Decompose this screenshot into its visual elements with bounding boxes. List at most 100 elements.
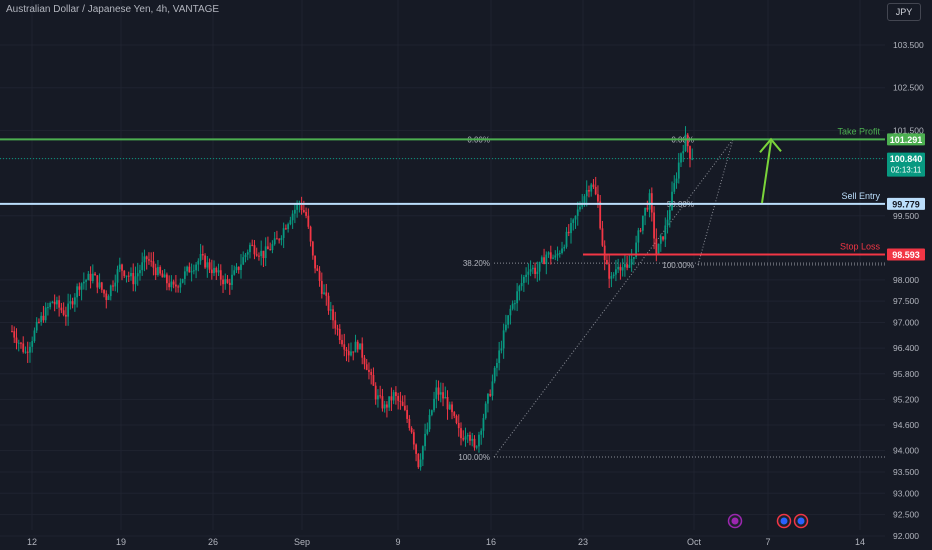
candle-body — [42, 315, 45, 321]
candle-body — [392, 392, 395, 401]
candle-body — [520, 282, 523, 287]
candle-body — [24, 351, 27, 353]
candle-body — [527, 271, 530, 275]
candle-body — [15, 337, 18, 344]
candle-body — [594, 186, 597, 195]
candle-body — [71, 301, 74, 305]
candle-body — [516, 291, 519, 304]
y-tick-label: 101.500 — [893, 125, 924, 135]
candle-body — [258, 255, 260, 257]
candle-body — [583, 196, 586, 204]
currency-button[interactable]: JPY — [887, 3, 921, 21]
candle-body — [35, 321, 38, 331]
candle-body — [264, 246, 267, 259]
candles — [11, 126, 694, 471]
candle-body — [121, 264, 123, 271]
candle-body — [433, 398, 435, 411]
candle-body — [327, 295, 330, 311]
candle-body — [659, 236, 662, 244]
candle-body — [363, 357, 366, 365]
candle-body — [662, 236, 664, 240]
candle-body — [255, 254, 258, 256]
candle-body — [370, 371, 373, 375]
y-tick-label: 93.500 — [893, 467, 919, 477]
candle-body — [163, 274, 166, 278]
candle-body — [199, 254, 202, 261]
x-tick-label: Sep — [294, 537, 310, 547]
candle-body — [291, 213, 294, 221]
candle-body — [451, 404, 453, 413]
candle-body — [673, 183, 676, 192]
candle-body — [44, 307, 47, 321]
candle-body — [460, 428, 462, 439]
candle-body — [267, 246, 269, 250]
x-tick-label: 14 — [855, 537, 865, 547]
take-profit-badge-text: 101.291 — [890, 135, 923, 145]
candle-body — [114, 282, 117, 287]
candle-body — [64, 314, 67, 317]
candle-body — [610, 276, 613, 279]
candle-body — [284, 228, 287, 230]
candle-body — [80, 283, 83, 290]
candle-body — [278, 239, 281, 241]
candle-body — [394, 392, 397, 396]
candle-body — [134, 276, 137, 285]
candle-body — [399, 400, 402, 402]
candle-body — [226, 279, 229, 283]
candle-body — [430, 410, 433, 415]
candle-body — [73, 297, 76, 305]
candle-body — [215, 267, 218, 273]
candle-body — [26, 351, 29, 353]
candle-body — [318, 270, 321, 281]
candle-body — [650, 193, 653, 213]
y-tick-label: 95.800 — [893, 369, 919, 379]
candle-body — [276, 238, 278, 240]
candle-body — [565, 231, 568, 247]
candle-body — [103, 289, 105, 294]
candle-body — [170, 281, 173, 288]
candle-body — [637, 230, 640, 243]
candle-body — [491, 381, 494, 396]
candle-body — [219, 270, 222, 280]
candle-body — [309, 226, 312, 242]
candle-body — [641, 215, 644, 231]
candle-body — [462, 438, 465, 440]
event-markers[interactable] — [727, 513, 809, 529]
candle-body — [141, 262, 144, 271]
candle-body — [251, 244, 254, 246]
candle-body — [181, 278, 184, 283]
candle-body — [76, 286, 79, 298]
sell-entry-label: Sell Entry — [841, 191, 880, 201]
candle-body — [644, 207, 646, 216]
candle-body — [332, 309, 334, 321]
candle-body — [289, 220, 292, 225]
candle-body — [498, 350, 501, 363]
candle-body — [244, 254, 247, 258]
y-tick-label: 97.000 — [893, 318, 919, 328]
candle-body — [421, 446, 424, 460]
candle-body — [689, 146, 691, 159]
candle-body — [96, 275, 99, 288]
candle-body — [484, 403, 487, 419]
candle-body — [210, 269, 213, 274]
candle-body — [280, 237, 283, 241]
candle-body — [307, 215, 310, 227]
fib-1-level-label: 100.00% — [458, 453, 490, 462]
candle-body — [125, 275, 128, 277]
candle-body — [217, 270, 220, 273]
candle-body — [464, 436, 467, 440]
candle-body — [249, 244, 251, 253]
candle-body — [240, 264, 242, 270]
candle-body — [448, 404, 451, 410]
candle-body — [538, 262, 541, 272]
candle-body — [53, 301, 56, 305]
x-tick-label: 7 — [765, 537, 770, 547]
candle-body — [489, 393, 492, 396]
candle-body — [379, 395, 382, 397]
price-badges: 101.291 99.779 98.593 100.840 02:13:11 — [887, 133, 925, 261]
candle-body — [446, 397, 449, 410]
sell-entry-badge-text: 99.779 — [892, 199, 920, 209]
candle-body — [435, 387, 438, 399]
candle-body — [67, 303, 70, 317]
